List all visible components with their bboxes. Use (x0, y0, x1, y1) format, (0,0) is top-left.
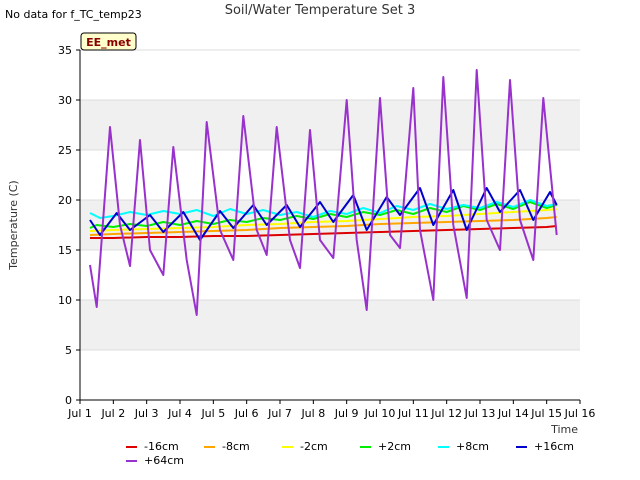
x-tick-label: Jul 4 (167, 407, 192, 420)
y-tick-label: 35 (58, 44, 72, 57)
y-tick-label: 10 (58, 294, 72, 307)
y-tick-label: 30 (58, 94, 72, 107)
x-tick-label: Jul 16 (564, 407, 596, 420)
series-line-16cm (89, 187, 558, 241)
x-tick-label: Jul 14 (497, 407, 529, 420)
station-label-box (80, 32, 137, 51)
no-data-note: No data for f_TC_temp23 (5, 8, 142, 21)
x-tick-label: Jul 13 (464, 407, 496, 420)
y-tick-label: 20 (58, 194, 72, 207)
legend-label: -2cm (300, 440, 328, 453)
x-tick-label: Jul 2 (100, 407, 125, 420)
x-tick-label: Jul 8 (300, 407, 325, 420)
chart-title: Soil/Water Temperature Set 3 (224, 3, 416, 18)
station-label: EE_met (86, 36, 131, 49)
series-line-16cm (90, 225, 557, 239)
series-line-64cm (89, 69, 558, 316)
x-tick-label: Jul 3 (134, 407, 159, 420)
x-tick-label: Jul 9 (334, 407, 359, 420)
y-tick-label: 15 (58, 244, 72, 257)
series-line-2cm (89, 208, 557, 232)
x-tick-label: Jul 6 (234, 407, 259, 420)
legend-label: +8cm (456, 440, 489, 453)
legend-label: -16cm (144, 440, 179, 453)
x-tick-label: Jul 10 (364, 407, 396, 420)
x-tick-label: Jul 1 (67, 407, 92, 420)
x-tick-label: Jul 7 (267, 407, 292, 420)
series-line-2cm (89, 201, 557, 229)
y-axis-label: Temperature (C) (7, 180, 20, 270)
x-tick-label: Jul 5 (200, 407, 225, 420)
x-tick-label: Jul 15 (530, 407, 562, 420)
legend-label: +64cm (144, 454, 184, 467)
legend-label: -8cm (222, 440, 250, 453)
grid-band (80, 100, 580, 150)
y-tick-label: 25 (58, 144, 72, 157)
series-line-8cm (89, 199, 557, 219)
legend-label: +2cm (378, 440, 411, 453)
y-tick-label: 5 (65, 344, 72, 357)
y-tick-label: 0 (65, 394, 72, 407)
x-tick-label: Jul 12 (430, 407, 462, 420)
legend-label: +16cm (534, 440, 574, 453)
x-axis-label: Time (550, 423, 578, 436)
x-tick-label: Jul 11 (397, 407, 429, 420)
grid-band (80, 300, 580, 350)
